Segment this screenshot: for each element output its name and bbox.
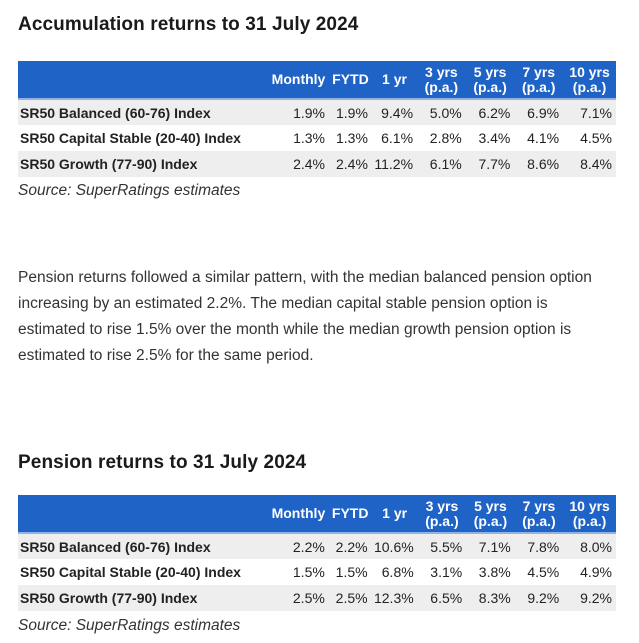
row-label: SR50 Capital Stable (20-40) Index (20, 564, 241, 580)
cell-10yrs: 9.2% (580, 590, 612, 606)
header-3yrs: 3 yrs (p.a.) (417, 61, 466, 100)
header-10yrs-label: 10 yrs (p.a.) (569, 63, 610, 95)
table-row: SR50 Balanced (60-76) Index 1.9% 1.9% 9.… (18, 99, 616, 125)
cell-3yrs: 6.1% (429, 156, 462, 172)
row-label: SR50 Balanced (60-76) Index (20, 538, 211, 555)
cell-monthly: 1.9% (293, 104, 325, 121)
body-paragraph: Pension returns followed a similar patte… (18, 269, 592, 364)
row-label: SR50 Growth (77-90) Index (20, 156, 198, 172)
cell-3yrs: 3.1% (430, 564, 463, 580)
cell-fytd: 1.5% (335, 564, 368, 580)
header-monthly: Monthly (268, 61, 329, 100)
cell-10yrs: 8.4% (580, 156, 612, 172)
cell-10yrs: 4.5% (580, 130, 612, 146)
header-blank-cell (18, 495, 268, 534)
cell-monthly: 1.3% (293, 130, 325, 146)
cell-monthly: 1.5% (292, 564, 325, 580)
header-7yrs-label: 7 yrs (p.a.) (521, 63, 556, 95)
header-5yrs-label: 5 yrs (p.a.) (473, 63, 507, 95)
header-5yrs: 5 yrs (p.a.) (465, 61, 515, 100)
header-1yr: 1 yr (371, 495, 418, 534)
header-monthly: Monthly (268, 495, 329, 534)
cell-10yrs: 4.9% (580, 564, 612, 580)
cell-7yrs: 4.5% (527, 564, 560, 580)
cell-3yrs: 6.5% (430, 590, 463, 606)
cell-7yrs: 8.6% (527, 156, 560, 172)
table-row: SR50 Capital Stable (20-40) Index 1.3% 1… (18, 125, 616, 151)
cell-7yrs: 6.9% (527, 104, 560, 121)
header-blank-cell (18, 61, 268, 100)
header-7yrs: 7 yrs (p.a.) (514, 61, 564, 100)
header-fytd: FYTD (329, 61, 372, 100)
cell-3yrs: 5.5% (430, 538, 463, 555)
cell-3yrs: 5.0% (429, 104, 462, 121)
cell-5yrs: 6.2% (478, 104, 511, 121)
header-10yrs: 10 yrs (p.a.) (563, 61, 616, 100)
cell-1yr: 10.6% (373, 538, 414, 555)
cell-1yr: 12.3% (373, 590, 414, 606)
table-row: SR50 Growth (77-90) Index 2.4% 2.4% 11.2… (18, 151, 616, 177)
cell-1yr: 6.8% (381, 564, 414, 580)
cell-7yrs: 4.1% (527, 130, 560, 146)
cell-10yrs: 8.0% (580, 538, 612, 555)
table-header-row: Monthly FYTD 1 yr 3 yrs (p.a.) 5 yrs (p.… (18, 61, 616, 100)
cell-1yr: 6.1% (381, 130, 414, 146)
header-3yrs-label: 3 yrs (p.a.) (424, 63, 459, 95)
header-7yrs: 7 yrs (p.a.) (514, 495, 564, 534)
header-7yrs-label: 7 yrs (p.a.) (522, 497, 556, 529)
cell-fytd: 1.9% (335, 104, 368, 121)
accumulation-table: Monthly FYTD 1 yr 3 yrs (p.a.) 5 yrs (p.… (18, 61, 616, 177)
cell-fytd: 2.5% (335, 590, 368, 606)
cell-7yrs: 7.8% (527, 538, 560, 555)
cell-10yrs: 7.1% (580, 104, 612, 121)
accumulation-source: Source: SuperRatings estimates (18, 182, 241, 199)
header-5yrs-label: 5 yrs (p.a.) (473, 497, 508, 529)
cell-5yrs: 7.7% (478, 156, 511, 172)
cell-monthly: 2.5% (292, 590, 325, 606)
cell-7yrs: 9.2% (527, 590, 560, 606)
row-label: SR50 Balanced (60-76) Index (20, 104, 211, 121)
pension-title: Pension returns to 31 July 2024 (18, 452, 307, 473)
row-label: SR50 Capital Stable (20-40) Index (20, 130, 241, 146)
cell-fytd: 1.3% (335, 130, 368, 146)
table-row: SR50 Growth (77-90) Index 2.5% 2.5% 12.3… (18, 585, 616, 611)
table-header-row: Monthly FYTD 1 yr 3 yrs (p.a.) 5 yrs (p.… (18, 495, 616, 534)
cell-5yrs: 3.4% (478, 130, 511, 146)
cell-1yr: 11.2% (374, 156, 414, 172)
accumulation-title: Accumulation returns to 31 July 2024 (18, 14, 359, 35)
table-row: SR50 Capital Stable (20-40) Index 1.5% 1… (18, 559, 616, 585)
header-3yrs: 3 yrs (p.a.) (417, 495, 467, 534)
header-3yrs-label: 3 yrs (p.a.) (425, 497, 459, 529)
header-10yrs-label: 10 yrs (p.a.) (569, 497, 610, 529)
cell-3yrs: 2.8% (429, 130, 462, 146)
cell-monthly: 2.2% (292, 538, 325, 555)
header-5yrs: 5 yrs (p.a.) (466, 495, 515, 534)
cell-1yr: 9.4% (381, 104, 414, 121)
cell-monthly: 2.4% (293, 156, 325, 172)
cell-fytd: 2.4% (335, 156, 368, 172)
header-10yrs: 10 yrs (p.a.) (563, 495, 616, 534)
cell-fytd: 2.2% (335, 538, 368, 555)
pension-source: Source: SuperRatings estimates (18, 617, 241, 634)
header-fytd: FYTD (328, 495, 372, 534)
header-1yr: 1 yr (371, 61, 418, 100)
cell-5yrs: 3.8% (478, 564, 511, 580)
table-row: SR50 Balanced (60-76) Index 2.2% 2.2% 10… (18, 533, 616, 559)
cell-5yrs: 7.1% (478, 538, 511, 555)
cell-5yrs: 8.3% (478, 590, 511, 606)
row-label: SR50 Growth (77-90) Index (20, 590, 198, 606)
pension-table: Monthly FYTD 1 yr 3 yrs (p.a.) 5 yrs (p.… (18, 495, 616, 611)
